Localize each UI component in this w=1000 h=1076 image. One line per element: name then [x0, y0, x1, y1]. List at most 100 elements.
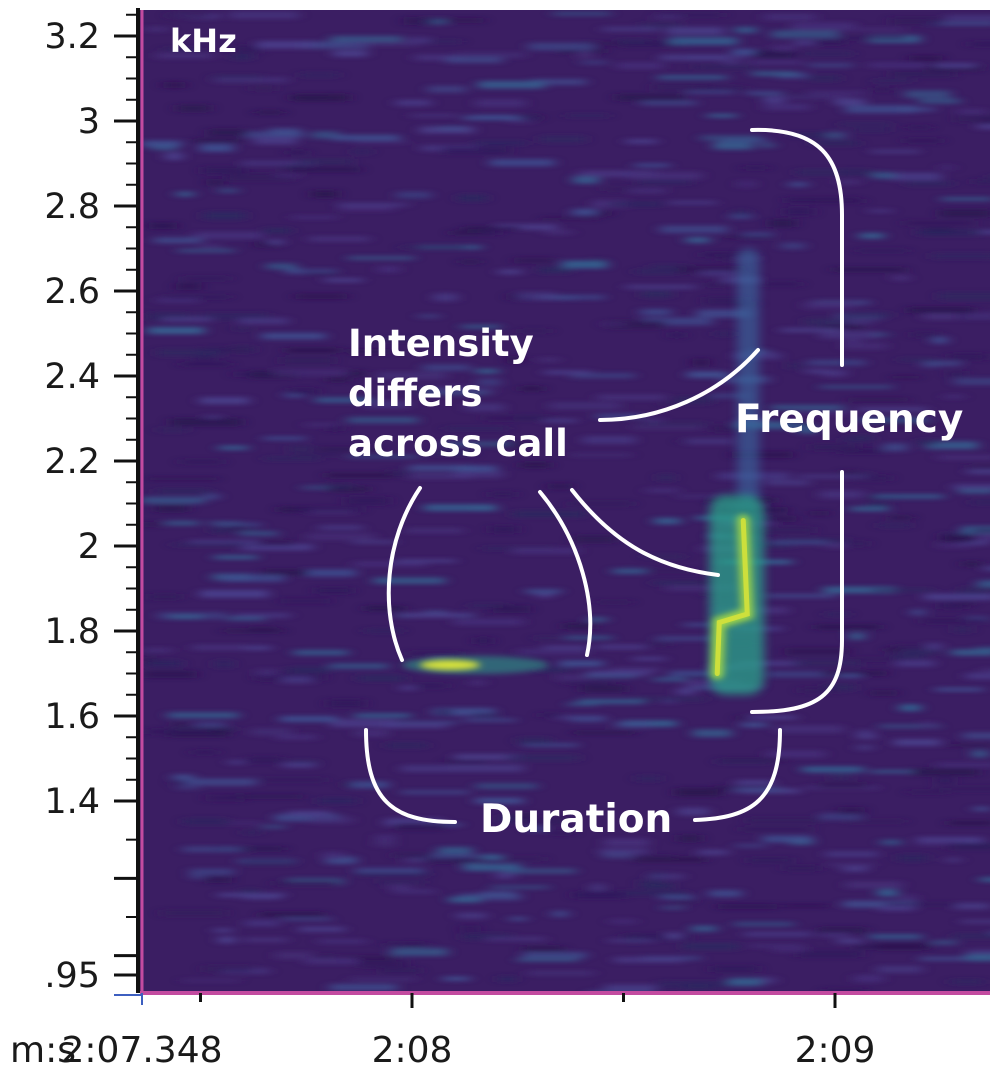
noise-streak [329, 663, 388, 669]
noise-streak [143, 27, 169, 32]
noise-streak [636, 775, 661, 782]
noise-streak [734, 26, 757, 34]
noise-streak [444, 426, 509, 431]
noise-streak [181, 276, 230, 281]
noise-streak [234, 45, 262, 54]
noise-streak [717, 903, 778, 910]
noise-streak [945, 15, 990, 21]
noise-streak [380, 967, 421, 974]
noise-streak [317, 939, 367, 944]
noise-streak [519, 386, 544, 392]
noise-streak [953, 377, 990, 385]
noise-streak [349, 977, 416, 981]
noise-streak [157, 348, 223, 357]
noise-streak [199, 397, 250, 405]
noise-streak [522, 946, 565, 952]
noise-streak [857, 248, 909, 253]
frequency-annotation: Frequency [735, 127, 963, 714]
noise-streak [161, 316, 213, 322]
noise-streak [238, 317, 289, 325]
noise-streak [675, 788, 722, 797]
noise-streak [582, 436, 636, 444]
noise-streak [288, 445, 313, 453]
noise-streak [839, 449, 884, 454]
noise-streak [176, 786, 199, 790]
noise-streak [516, 737, 551, 745]
noise-streak [590, 883, 606, 892]
noise-streak [870, 149, 920, 154]
call-glow [737, 248, 760, 504]
noise-streak [847, 397, 909, 402]
noise-streak [729, 214, 752, 219]
noise-streak [971, 750, 989, 758]
noise-streak [958, 488, 990, 494]
noise-streak [724, 235, 773, 239]
noise-streak [264, 456, 320, 461]
noise-streak [807, 359, 866, 366]
y-tick-label: .95 [44, 956, 100, 996]
noise-streak [892, 275, 910, 281]
noise-streak [784, 647, 850, 656]
noise-streak [191, 750, 218, 755]
noise-streak [175, 282, 202, 291]
noise-streak [564, 113, 610, 118]
noise-streak [572, 175, 599, 184]
y-tick-label: 2 [78, 527, 100, 567]
noise-streak [859, 232, 885, 239]
noise-streak [856, 406, 929, 412]
noise-streak [448, 896, 482, 903]
y-tick-label: 2.4 [44, 357, 100, 397]
noise-streak [904, 90, 951, 99]
noise-streak [417, 314, 440, 318]
noise-streak [549, 402, 621, 410]
noise-streak [635, 696, 707, 702]
noise-streak [939, 209, 990, 218]
noise-streak [477, 378, 501, 386]
noise-streak [388, 469, 411, 477]
noise-streak [157, 427, 188, 433]
noise-streak [599, 848, 648, 854]
intensity-bracket-left [386, 486, 422, 662]
y-tick-label: 1.4 [44, 782, 100, 822]
noise-streak [890, 654, 927, 659]
noise-streak [290, 94, 328, 101]
frequency-bracket-top [750, 127, 844, 367]
y-tick-label: 2.2 [44, 442, 100, 482]
noise-streak [519, 114, 542, 121]
noise-streak [454, 753, 522, 760]
noise-streak [182, 846, 241, 853]
noise-streak [947, 820, 990, 826]
noise-streak [588, 670, 650, 676]
noise-streak [280, 598, 331, 604]
noise-streak [646, 488, 679, 493]
noise-streak [780, 328, 842, 333]
noise-streak [328, 486, 370, 492]
noise-streak [740, 722, 768, 728]
noise-streak [580, 685, 627, 692]
noise-streak [395, 99, 431, 107]
noise-streak [947, 371, 967, 378]
noise-streak [456, 912, 487, 919]
noise-streak [817, 782, 868, 789]
noise-streak [969, 41, 990, 47]
noise-streak [483, 415, 557, 421]
noise-streak [587, 617, 608, 622]
noise-streak [463, 863, 521, 872]
noise-streak [657, 75, 727, 80]
intensity-pointer-lower [570, 488, 720, 577]
noise-streak [935, 777, 954, 784]
noise-streak [497, 269, 522, 275]
noise-streak [364, 628, 403, 633]
noise-streak [533, 636, 558, 640]
noise-streak [891, 375, 920, 379]
noise-streak [513, 257, 555, 264]
noise-streak [326, 376, 350, 382]
noise-streak [653, 83, 712, 91]
noise-streak [422, 364, 470, 371]
duration-bracket-right [693, 728, 782, 822]
noise-streak [164, 520, 199, 526]
noise-streak [513, 817, 566, 825]
noise-streak [372, 337, 444, 342]
noise-streak [217, 893, 285, 898]
noise-streak [876, 943, 931, 950]
